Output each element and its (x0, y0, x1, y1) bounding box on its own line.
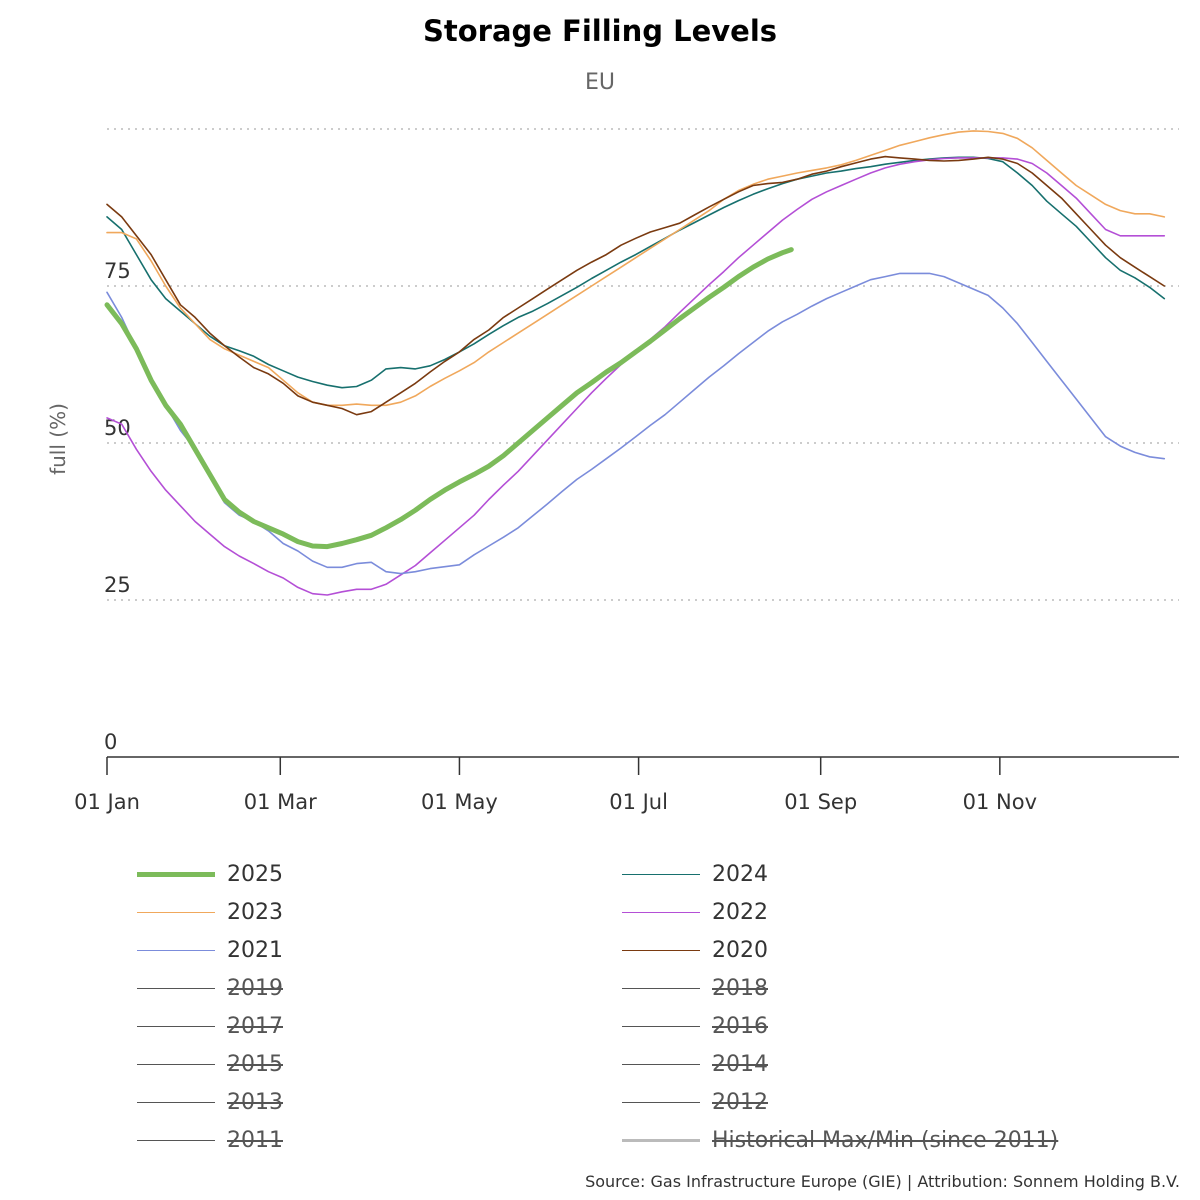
x-tick-label: 01 May (421, 790, 498, 814)
legend-swatch (622, 949, 700, 951)
legend-label: 2016 (712, 1013, 768, 1039)
legend-item-2018[interactable]: 2018 (622, 970, 768, 1006)
y-tick-label-0: 0 (104, 730, 117, 754)
legend-item-2023[interactable]: 2023 (137, 894, 283, 930)
legend-label: 2024 (712, 861, 768, 887)
legend-item-2022[interactable]: 2022 (622, 894, 768, 930)
legend-label: 2015 (227, 1051, 283, 1077)
legend-label: 2013 (227, 1089, 283, 1115)
legend-label: 2012 (712, 1089, 768, 1115)
legend-label: 2017 (227, 1013, 283, 1039)
x-tick-label: 01 Mar (244, 790, 317, 814)
legend-item-2015[interactable]: 2015 (137, 1046, 283, 1082)
legend-item-2024[interactable]: 2024 (622, 856, 768, 892)
y-tick-label-25: 25 (104, 573, 131, 597)
legend-item-historical-max-min-since-2011-[interactable]: Historical Max/Min (since 2011) (622, 1122, 1058, 1158)
legend-item-2016[interactable]: 2016 (622, 1008, 768, 1044)
legend-label: 2011 (227, 1127, 283, 1153)
x-axis: 01 Jan 01 Mar 01 May 01 Jul 01 Sep 01 Nov (74, 756, 1179, 814)
legend-item-2014[interactable]: 2014 (622, 1046, 768, 1082)
legend-swatch (137, 871, 215, 877)
x-tick-label: 01 Sep (784, 790, 857, 814)
legend-item-2012[interactable]: 2012 (622, 1084, 768, 1120)
legend-item-2011[interactable]: 2011 (137, 1122, 283, 1158)
legend-swatch (622, 987, 700, 989)
legend-swatch (137, 949, 215, 951)
y-tick-label-50: 50 (104, 416, 131, 440)
legend-item-2017[interactable]: 2017 (137, 1008, 283, 1044)
legend-swatch (622, 1063, 700, 1065)
series-line-2020 (106, 155, 1166, 416)
legend-label: 2022 (712, 899, 768, 925)
chart-subtitle: EU (584, 70, 615, 95)
legend-swatch (622, 873, 700, 875)
legend-label: 2018 (712, 975, 768, 1001)
legend-label: 2025 (227, 861, 283, 887)
legend-item-2019[interactable]: 2019 (137, 970, 283, 1006)
legend-label: Historical Max/Min (since 2011) (712, 1127, 1059, 1153)
x-tick-label: 01 Jan (74, 790, 140, 814)
series-line-2021 (106, 272, 1166, 575)
legend-label: 2019 (227, 975, 283, 1001)
legend-swatch (622, 1025, 700, 1027)
y-tick-label-75: 75 (104, 259, 131, 283)
series-line-2023 (106, 130, 1166, 407)
chart-title: Storage Filling Levels (422, 14, 778, 48)
series-line-2025 (104, 247, 794, 550)
legend-swatch (622, 1101, 700, 1103)
legend-item-2020[interactable]: 2020 (622, 932, 768, 968)
legend-label: 2023 (227, 899, 283, 925)
legend-item-2013[interactable]: 2013 (137, 1084, 283, 1120)
series-layer (104, 130, 1166, 596)
legend-item-2021[interactable]: 2021 (137, 932, 283, 968)
legend-swatch (137, 1063, 215, 1065)
legend-swatch (622, 1138, 700, 1142)
legend: 2025 2024 2023 2022 2021 2020 2019 2018 2017 2016… (0, 856, 1200, 1166)
legend-swatch (137, 1101, 215, 1103)
legend-swatch (622, 911, 700, 913)
x-tick-label: 01 Nov (963, 790, 1037, 814)
legend-swatch (137, 1025, 215, 1027)
legend-swatch (137, 911, 215, 913)
legend-label: 2014 (712, 1051, 768, 1077)
legend-swatch (137, 987, 215, 989)
legend-swatch (137, 1139, 215, 1141)
x-tick-label: 01 Jul (609, 790, 668, 814)
y-tick-labels: 0 25 50 75 (104, 259, 131, 754)
legend-item-2025[interactable]: 2025 (137, 856, 283, 892)
source-credit: Source: Gas Infrastructure Europe (GIE) … (585, 1172, 1180, 1191)
legend-label: 2020 (712, 937, 768, 963)
legend-label: 2021 (227, 937, 283, 963)
